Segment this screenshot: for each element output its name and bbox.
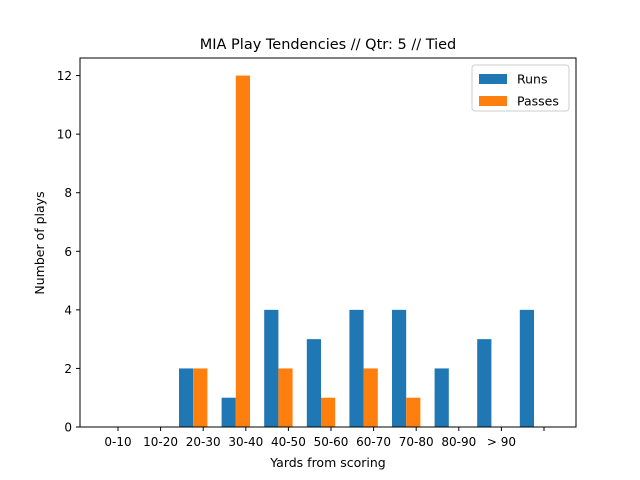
x-tick-label: 80-90	[441, 435, 476, 449]
y-tick-label: 2	[64, 362, 72, 376]
runs-bar-40-50	[306, 339, 321, 427]
y-tick-label: 10	[57, 128, 72, 142]
runs-bar-70-80	[434, 368, 449, 427]
plot-frame	[79, 57, 577, 428]
passes-legend-swatch	[479, 96, 507, 106]
passes-bar-60-70	[406, 397, 421, 427]
legend: Runs Passes	[471, 64, 570, 112]
bars-group	[179, 75, 534, 427]
y-tick-label: 0	[64, 421, 72, 435]
x-tick-label: 60-70	[356, 435, 391, 449]
runs-bar-20-30	[221, 397, 236, 427]
runs-bar-90	[519, 309, 534, 427]
chart-title: MIA Play Tendencies // Qtr: 5 // Tied	[200, 37, 457, 53]
x-tick-label: 0-10	[104, 435, 131, 449]
y-tick-label: 8	[64, 186, 72, 200]
x-tick-label: 20-30	[186, 435, 221, 449]
runs-bar-60-70	[392, 309, 407, 427]
x-tick-label: 10-20	[143, 435, 178, 449]
x-tick-label: > 90	[487, 435, 516, 449]
runs-bar-10-20	[179, 368, 194, 427]
y-tick-label: 4	[64, 303, 72, 317]
runs-bar-30-40	[264, 309, 279, 427]
passes-legend-label: Passes	[517, 94, 559, 109]
x-tick-label: 30-40	[228, 435, 263, 449]
x-tick-label: 70-80	[399, 435, 434, 449]
x-tick-label: 40-50	[271, 435, 306, 449]
runs-legend-swatch	[479, 74, 507, 84]
y-tick-label: 12	[57, 69, 72, 83]
runs-legend-label: Runs	[517, 72, 547, 87]
axes-group: 0-10 10-20 20-30 30-40 40-50 50-60 60-70 70-80 8…	[57, 57, 577, 449]
passes-bar-30-40	[278, 368, 293, 427]
x-tick-label: 50-60	[314, 435, 349, 449]
runs-bar-50-60	[349, 309, 364, 427]
y-tick-label: 6	[64, 245, 72, 259]
y-axis-label: Number of plays	[32, 191, 47, 294]
passes-bar-40-50	[321, 397, 336, 427]
passes-bar-20-30	[235, 75, 250, 427]
passes-bar-10-20	[193, 368, 208, 427]
runs-bar-80-90	[477, 339, 492, 427]
x-axis-label: Yards from scoring	[269, 455, 385, 470]
passes-bar-50-60	[363, 368, 378, 427]
